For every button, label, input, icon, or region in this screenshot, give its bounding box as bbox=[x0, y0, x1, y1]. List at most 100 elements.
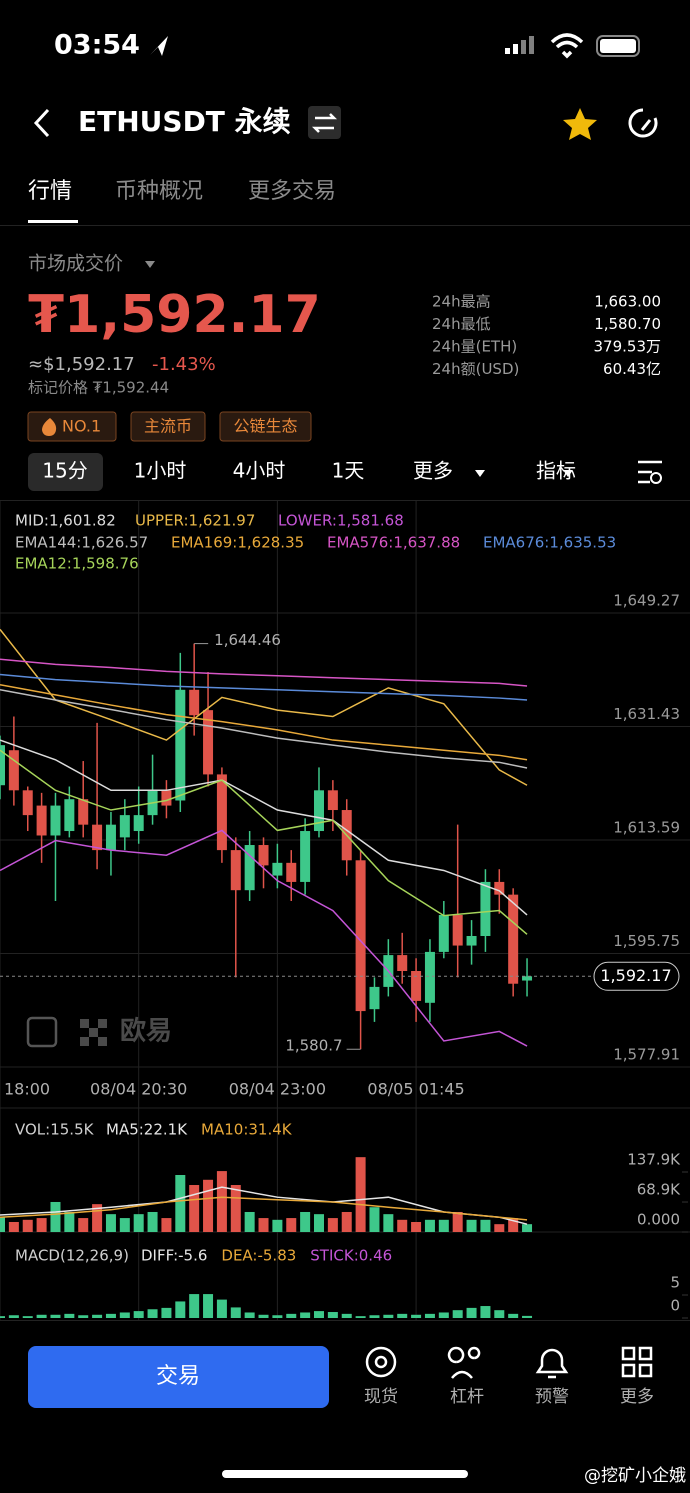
mark-price: 标记价格 ₮1,592.44 bbox=[28, 379, 169, 397]
volume-bar bbox=[480, 1219, 491, 1232]
volume-bar bbox=[424, 1219, 435, 1232]
tab[interactable]: 更多交易 bbox=[248, 179, 336, 204]
candle-body bbox=[508, 894, 519, 984]
volume-bar bbox=[258, 1218, 269, 1232]
price-change: -1.43% bbox=[152, 354, 216, 375]
interval[interactable]: 1天 bbox=[332, 459, 365, 483]
stat-label: 24h量(ETH) bbox=[432, 338, 517, 356]
volume-bar bbox=[522, 1224, 533, 1232]
volume-bar bbox=[147, 1211, 158, 1232]
candle-body bbox=[216, 774, 227, 851]
interval[interactable]: 更多 bbox=[413, 459, 453, 483]
candle-body bbox=[494, 881, 505, 895]
tab-indicator bbox=[28, 220, 78, 223]
volume-bar bbox=[272, 1219, 283, 1232]
header-title: ETHUSDT 永续 bbox=[78, 105, 291, 138]
last-price-label: 1,592.17 bbox=[600, 966, 671, 985]
macd-bar bbox=[22, 1316, 33, 1318]
signal-icon bbox=[505, 36, 534, 54]
macd-bar bbox=[272, 1315, 283, 1318]
trade-button[interactable] bbox=[28, 1346, 329, 1408]
volume-bar bbox=[494, 1224, 505, 1232]
nav-label[interactable]: 更多 bbox=[620, 1387, 654, 1407]
nav-label[interactable]: 杠杆 bbox=[450, 1387, 484, 1407]
interval[interactable]: 15分 bbox=[42, 459, 87, 483]
macd-bar bbox=[300, 1312, 311, 1318]
nav-label[interactable]: 现货 bbox=[364, 1387, 398, 1407]
y-tick-label: 1,649.27 bbox=[613, 592, 680, 610]
volume-bar bbox=[50, 1201, 61, 1232]
indicator-line bbox=[0, 689, 528, 769]
share-icon bbox=[640, 119, 652, 131]
macd-bar bbox=[258, 1314, 269, 1318]
switch-button[interactable] bbox=[308, 106, 341, 139]
indicator-legend: EMA12:1,598.76 bbox=[15, 555, 139, 573]
tag-box bbox=[219, 411, 312, 442]
interval[interactable]: 1小时 bbox=[134, 459, 187, 483]
volume-bar bbox=[64, 1211, 75, 1232]
panel-legend: DEA:-5.83 bbox=[221, 1247, 296, 1265]
candle-body bbox=[189, 689, 200, 716]
macd-bar bbox=[36, 1314, 47, 1318]
y-tick-label: 1,595.75 bbox=[613, 932, 680, 950]
candle-body bbox=[272, 862, 283, 876]
share-button[interactable] bbox=[628, 108, 658, 138]
dropdown-arrow bbox=[145, 261, 155, 268]
fullscreen-icon[interactable] bbox=[26, 1016, 58, 1048]
stat-label: 24h额(USD) bbox=[432, 360, 519, 378]
x-tick-label: 08/04 23:00 bbox=[229, 1080, 326, 1099]
stat-label: 24h最高 bbox=[432, 293, 491, 311]
candle-body bbox=[452, 915, 463, 946]
settings-icon[interactable] bbox=[638, 460, 662, 484]
volume-bar bbox=[161, 1218, 172, 1232]
macd-bar bbox=[133, 1311, 144, 1318]
candle-body bbox=[50, 805, 61, 836]
indicator-line bbox=[0, 628, 528, 786]
candle-body bbox=[8, 750, 19, 791]
price-type[interactable]: 市场成交价 bbox=[28, 253, 123, 275]
macd-bar bbox=[286, 1313, 297, 1318]
volume-bar bbox=[0, 1217, 5, 1232]
macd-bar bbox=[327, 1312, 338, 1318]
nav-icon bbox=[365, 1346, 397, 1378]
stat-value: 379.53万 bbox=[594, 338, 662, 356]
volume-bar bbox=[341, 1211, 352, 1232]
macd-bar bbox=[119, 1312, 130, 1318]
battery-level bbox=[600, 39, 636, 53]
tab[interactable]: 币种概况 bbox=[115, 179, 203, 204]
volume-bar bbox=[119, 1218, 130, 1232]
y-tick-label: 1,577.91 bbox=[613, 1046, 680, 1064]
macd-bar bbox=[466, 1307, 477, 1318]
macd-bar bbox=[230, 1307, 241, 1318]
volume-bar bbox=[244, 1211, 255, 1232]
wifi-icon bbox=[550, 33, 584, 59]
fire-icon bbox=[42, 418, 57, 436]
macd-bar bbox=[8, 1315, 19, 1318]
favorite-star[interactable] bbox=[563, 108, 597, 140]
divider bbox=[0, 1320, 690, 1321]
candle-body bbox=[119, 815, 130, 838]
tab[interactable]: 行情 bbox=[28, 179, 72, 204]
volume-bar bbox=[300, 1211, 311, 1232]
indicator-legend: EMA676:1,635.53 bbox=[483, 534, 616, 552]
macd-bar bbox=[0, 1316, 5, 1318]
macd-bar bbox=[369, 1315, 380, 1318]
nav-label[interactable]: 预警 bbox=[535, 1387, 569, 1407]
volume-bar bbox=[438, 1219, 449, 1232]
volume-bar bbox=[452, 1211, 463, 1232]
macd-bar bbox=[480, 1306, 491, 1318]
indicator-legend: LOWER:1,581.68 bbox=[278, 512, 404, 530]
logo-watermark: 欧易 bbox=[120, 1016, 172, 1047]
macd-bar bbox=[397, 1313, 408, 1318]
candle-body bbox=[0, 745, 5, 786]
candle-body bbox=[286, 862, 297, 882]
back-button[interactable] bbox=[33, 108, 50, 138]
interval[interactable]: 4小时 bbox=[233, 459, 286, 483]
extreme-label: 1,580.7 bbox=[285, 1037, 342, 1055]
tag: NO.1 bbox=[62, 417, 101, 436]
candle-body bbox=[133, 815, 144, 832]
candle-body bbox=[397, 955, 408, 971]
candle-body bbox=[92, 824, 103, 851]
tag-box bbox=[130, 411, 206, 442]
